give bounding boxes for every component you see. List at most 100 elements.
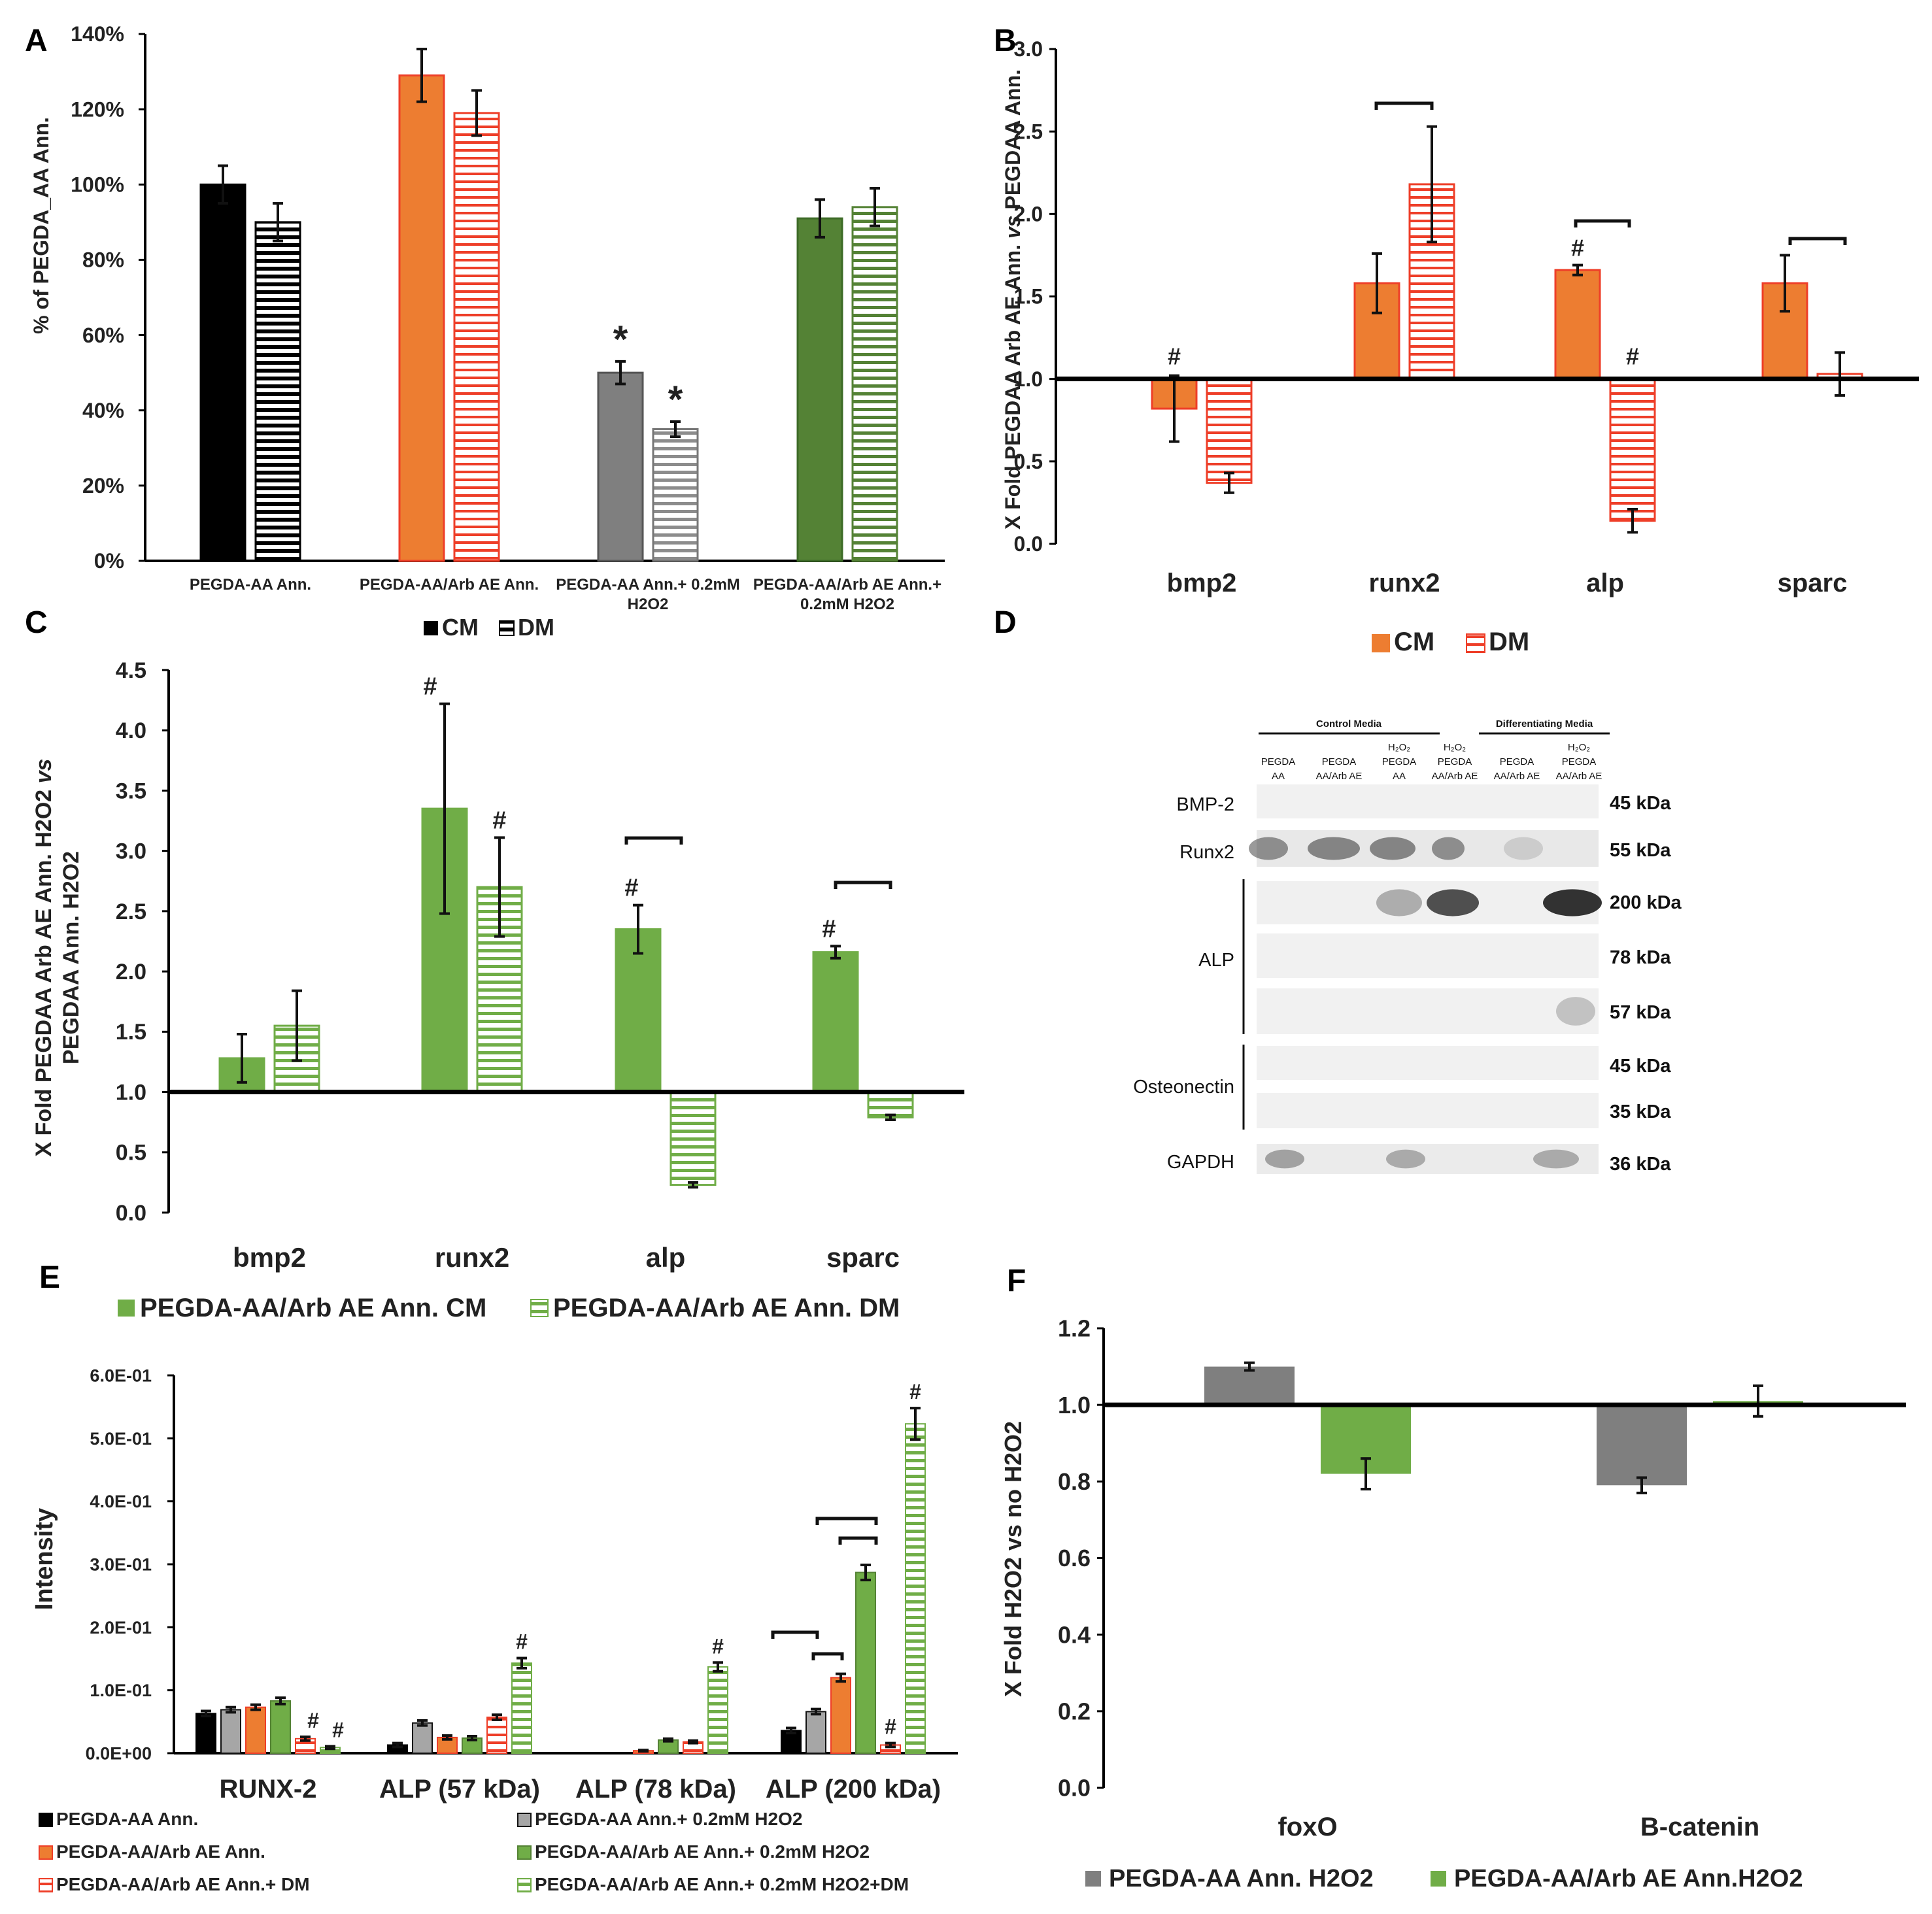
- blot-band: [1427, 889, 1479, 916]
- blot-size-label: 200 kDa: [1610, 892, 1682, 913]
- blot-strip: [1257, 988, 1599, 1034]
- panel-c-y-tick-label: 2.5: [116, 899, 146, 924]
- panel-f-legend-swatch-pegda: [1085, 1871, 1101, 1887]
- panel-e-hash-mark: #: [307, 1709, 319, 1732]
- panel-a-significance-star: *: [613, 318, 628, 361]
- blot-lane-label: PEGDA: [1438, 756, 1472, 767]
- blot-size-label: 45 kDa: [1610, 1056, 1671, 1077]
- panel-a-error-bar: [670, 420, 681, 439]
- panel-label-C: C: [25, 605, 48, 640]
- panel-c-category-label: alp: [646, 1242, 686, 1273]
- panel-a-category-label: 0.2mM H2O2: [800, 596, 894, 613]
- panel-b-error-bar: [1572, 263, 1583, 277]
- panel-b-bar: [1609, 378, 1656, 522]
- panel-a-error-bar: [273, 202, 283, 243]
- panel-c-y-label-line2: PEGDAA Ann. H2O2: [59, 851, 84, 1064]
- panel-b-legend-dm: DM: [1489, 628, 1529, 656]
- panel-e-error-bar: [201, 1709, 211, 1718]
- panel-b-y-label-part: vs: [1001, 215, 1025, 239]
- panel-e-bar: [511, 1662, 532, 1754]
- panel-c-bar: [812, 951, 859, 1094]
- blot-band: [1432, 837, 1465, 860]
- panel-a-error-bar: [870, 187, 880, 227]
- panel-c-bracket: [624, 836, 683, 845]
- panel-e-legend-swatch: [39, 1813, 53, 1827]
- blot-lane-label: AA/Arb AE: [1432, 771, 1478, 782]
- panel-e-y-label: Intensity: [31, 1508, 58, 1610]
- panel-a-legend-swatch-cm: [424, 621, 438, 635]
- panel-e-error-bar: [467, 1734, 477, 1741]
- panel-b-y-tick-label: 2.5: [1014, 120, 1043, 143]
- panel-e-hash-mark: #: [712, 1634, 724, 1658]
- panel-f-error-bar: [1361, 1457, 1371, 1491]
- blot-band: [1386, 1149, 1425, 1169]
- panel-e-error-bar: [836, 1672, 846, 1683]
- panel-a-legend-cm: CM: [442, 614, 479, 641]
- panel-e-error-bar: [713, 1661, 723, 1673]
- panel-e-legend-item: PEGDA-AA/Arb AE Ann.+ 0.2mM H2O2: [535, 1841, 870, 1862]
- panel-e-legend-swatch: [39, 1878, 53, 1892]
- panel-b-y-label: X Fold PEGDAA Arb AE Ann. vs PEGDAA Ann.: [1001, 69, 1025, 529]
- panel-a-legend-dm: DM: [518, 614, 554, 641]
- panel-c-y-tick-label: 4.5: [116, 658, 146, 683]
- panel-a-y-tick-label: 60%: [82, 324, 124, 347]
- panel-e-legend-swatch: [517, 1845, 532, 1860]
- panel-c-error-bar: [237, 1033, 247, 1084]
- panel-b-bar: [1408, 183, 1455, 380]
- blot-strip: [1257, 1144, 1599, 1174]
- panel-b-y-tick-label: 0.5: [1014, 450, 1043, 473]
- panel-c-category-label: bmp2: [233, 1242, 306, 1273]
- panel-e-bracket: [771, 1630, 819, 1639]
- panel-e-bar: [707, 1666, 728, 1754]
- panel-c-error-bar: [439, 702, 450, 915]
- panel-f-error-bar: [1244, 1361, 1255, 1372]
- blot-lane-label: AA/Arb AE: [1494, 771, 1540, 782]
- blot-band: [1265, 1149, 1304, 1169]
- blot-lane-label: PEGDA: [1562, 756, 1597, 767]
- panel-f-error-bar: [1753, 1384, 1763, 1418]
- panel-e-legend-item: PEGDA-AA Ann.: [56, 1809, 198, 1829]
- panel-e-legend-item: PEGDA-AA/Arb AE Ann.+ DM: [56, 1874, 310, 1894]
- panel-e-legend-swatch: [517, 1878, 532, 1892]
- panel-e-error-bar: [275, 1696, 286, 1705]
- panel-e-category-label: ALP (57 kDa): [379, 1775, 540, 1804]
- blot-band: [1370, 837, 1415, 860]
- blot-group-header-differentiating: Differentiating Media: [1496, 718, 1593, 730]
- panel-c-hash-mark: #: [423, 673, 437, 701]
- panel-c-legend-cm: PEGDA-AA/Arb AE Ann. CM: [140, 1294, 486, 1322]
- panel-b-bracket: [1788, 237, 1847, 245]
- panel-label-F: F: [1007, 1264, 1026, 1298]
- panel-a-significance-star: *: [668, 378, 683, 421]
- blot-size-label: 78 kDa: [1610, 947, 1671, 968]
- panel-b-y-label-part: PEGDAA Ann.: [1001, 69, 1025, 215]
- panel-f-bar: [1204, 1366, 1295, 1405]
- panel-a-category-label: PEGDA-AA Ann.+ 0.2mM: [556, 576, 740, 594]
- panel-a-bar: [254, 221, 301, 562]
- panel-c-y-tick-label: 1.0: [116, 1080, 146, 1105]
- blot-lane-label: AA/Arb AE: [1556, 771, 1602, 782]
- blot-protein-label: GAPDH: [1167, 1152, 1234, 1173]
- panel-a-error-bar: [416, 48, 427, 103]
- panel-a-y-tick-label: 0%: [94, 549, 124, 573]
- panel-f-category-label: B-catenin: [1640, 1813, 1759, 1841]
- panel-e-error-bar: [300, 1735, 311, 1742]
- blot-protein-label: Osteonectin: [1133, 1077, 1234, 1098]
- panel-b-error-bar: [1372, 252, 1382, 314]
- panel-e-bar: [220, 1709, 241, 1754]
- panel-c-y-tick-label: 3.5: [116, 779, 146, 803]
- panel-e-error-bar: [417, 1719, 428, 1727]
- panel-c-bar: [867, 1091, 914, 1118]
- panel-b-y-tick-label: 2.0: [1014, 203, 1043, 226]
- panel-b-hash-mark: #: [1571, 235, 1584, 261]
- panel-e-y-tick-label: 5.0E-01: [90, 1429, 152, 1449]
- panel-e-bar: [855, 1571, 876, 1754]
- panel-b-error-bar: [1169, 374, 1179, 443]
- panel-b-error-bar: [1224, 471, 1234, 494]
- panel-e-hash-mark: #: [332, 1718, 344, 1741]
- panel-e-error-bar: [663, 1737, 673, 1743]
- panel-label-B: B: [994, 24, 1017, 58]
- panel-a-category-label: H2O2: [628, 596, 669, 613]
- panel-e-error-bar: [910, 1407, 921, 1441]
- panel-e-category-label: ALP (78 kDa): [575, 1775, 736, 1804]
- panel-b-hash-mark: #: [1626, 343, 1639, 370]
